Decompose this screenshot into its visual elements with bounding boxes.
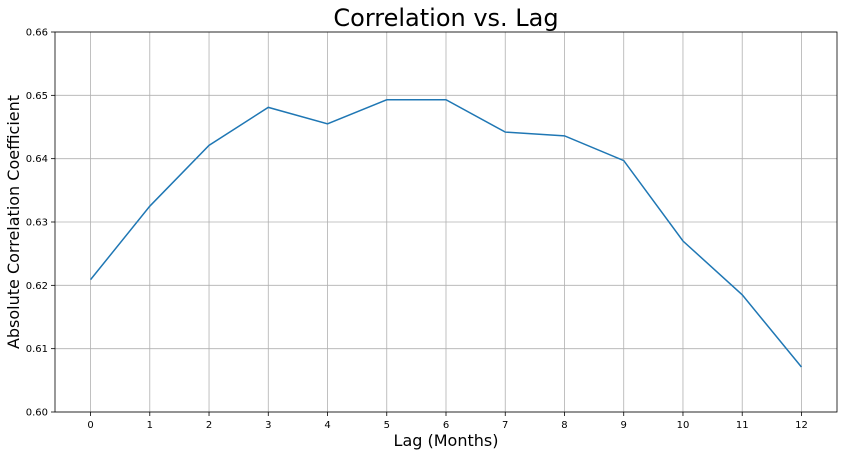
x-tick-label: 9	[621, 420, 627, 431]
x-tick-label: 11	[736, 420, 749, 431]
chart-title: Correlation vs. Lag	[333, 4, 558, 32]
x-tick-label: 0	[87, 420, 93, 431]
ticks: 0 1 2 3 4 5 6 7 8 9 10 11 120.600.610.620.630.640.65…	[26, 28, 808, 432]
x-tick-label: 10	[677, 420, 690, 431]
x-tick-label: 12	[795, 420, 808, 431]
x-tick-label: 6	[443, 420, 449, 431]
x-tick-label: 8	[561, 420, 567, 431]
y-tick-label: 0.63	[26, 218, 48, 229]
grid	[55, 31, 837, 413]
y-tick-label: 0.60	[26, 408, 48, 419]
x-tick-label: 2	[206, 420, 212, 431]
plot-frame	[54, 31, 838, 413]
x-tick-label: 1	[147, 420, 153, 431]
y-tick-label: 0.61	[26, 344, 48, 355]
x-tick-label: 4	[324, 420, 330, 431]
y-tick-label: 0.64	[26, 154, 48, 165]
y-tick-label: 0.62	[26, 281, 48, 292]
x-axis-label: Lag (Months)	[394, 431, 499, 450]
y-tick-label: 0.65	[26, 91, 48, 102]
x-tick-label: 3	[265, 420, 271, 431]
y-tick-label: 0.66	[26, 28, 48, 39]
x-tick-label: 5	[384, 420, 390, 431]
x-tick-label: 7	[502, 420, 508, 431]
series-layer	[89, 99, 803, 368]
y-axis-label: Absolute Correlation Coefficient	[4, 95, 23, 349]
